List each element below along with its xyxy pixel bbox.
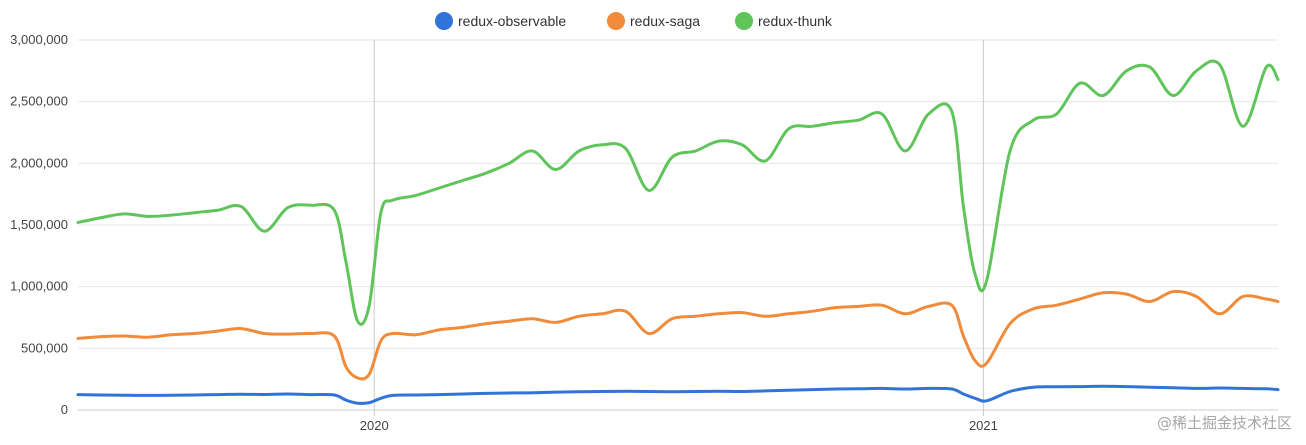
series-line-redux-saga (76, 289, 1280, 381)
legend-swatch (435, 12, 453, 30)
legend-label: redux-observable (458, 13, 566, 29)
legend-swatch (735, 12, 753, 30)
y-tick-label: 1,500,000 (10, 217, 68, 232)
legend-swatch (607, 12, 625, 30)
x-tick-label: 2020 (360, 418, 389, 433)
y-tick-label: 2,000,000 (10, 155, 68, 170)
y-tick-label: 2,500,000 (10, 94, 68, 109)
legend-item-redux-saga[interactable]: redux-saga (607, 12, 700, 30)
y-tick-label: 3,000,000 (10, 32, 68, 47)
y-tick-label: 0 (61, 402, 68, 417)
y-tick-label: 1,000,000 (10, 279, 68, 294)
legend-item-redux-thunk[interactable]: redux-thunk (735, 12, 833, 30)
series-line-redux-thunk (76, 59, 1280, 326)
legend-item-redux-observable[interactable]: redux-observable (435, 12, 566, 30)
axes: 0 500,000 1,000,000 1,500,000 2,000,000 2,500… (10, 32, 998, 433)
legend-label: redux-thunk (758, 13, 833, 29)
watermark-text: @稀土掘金技术社区 (1157, 414, 1292, 432)
grid (78, 39, 1278, 416)
legend: redux-observable redux-saga redux-thunk (435, 12, 833, 30)
x-tick-label: 2021 (969, 418, 998, 433)
series-line-redux-observable (76, 384, 1280, 405)
legend-label: redux-saga (630, 13, 700, 29)
series-lines (76, 59, 1280, 405)
y-tick-label: 500,000 (21, 340, 68, 355)
